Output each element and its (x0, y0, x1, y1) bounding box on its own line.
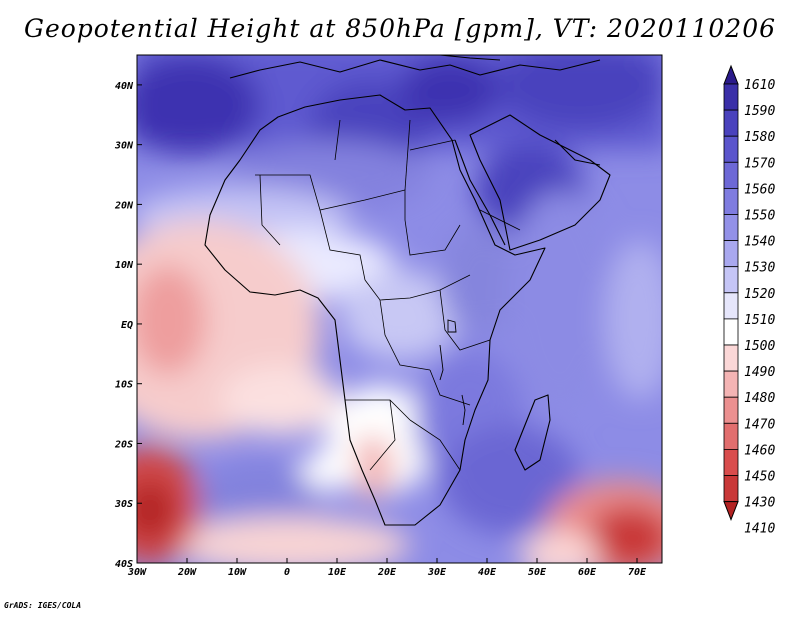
x-tick-label: 0 (284, 567, 290, 578)
colorbar-segment (723, 240, 739, 268)
x-axis: 30W 20W 10W 0 10E 20E 30E 40E 50E 60E 70E (127, 558, 647, 578)
colorbar-label: 1500 (744, 339, 775, 354)
colorbar: 1610 1590 1580 1570 1560 1550 1540 1530 1520 1510… (723, 64, 775, 537)
colorbar-label: 1460 (744, 443, 775, 458)
colorbar-label: 1610 (744, 78, 775, 93)
colorbar-segment (723, 135, 739, 163)
colorbar-segment (723, 83, 739, 111)
colorbar-label: 1530 (744, 261, 775, 276)
x-tick-label: 30E (427, 567, 447, 578)
colorbar-segment (723, 475, 739, 503)
y-tick-label: 10N (115, 260, 134, 271)
colorbar-segment (723, 266, 739, 294)
x-tick-label: 50E (528, 567, 547, 578)
colorbar-label: 1450 (744, 470, 775, 485)
colorbar-segment (723, 318, 739, 346)
colorbar-segment (723, 422, 739, 450)
colorbar-segment (723, 448, 739, 476)
colorbar-segment (723, 370, 739, 398)
colorbar-label: 1480 (744, 391, 775, 406)
y-tick-label: 20S (114, 439, 133, 450)
colorbar-label: 1410 (744, 522, 775, 537)
grads-credit: GrADS: IGES/COLA (4, 601, 82, 610)
colorbar-label: 1490 (744, 365, 775, 380)
colorbar-segment (723, 292, 739, 320)
colorbar-label: 1510 (744, 313, 775, 328)
colorbar-segment (723, 187, 739, 215)
y-axis: 40N 30N 20N 10N EQ 10S 20S 30S 40S (114, 81, 142, 570)
coastlines (204, 55, 611, 526)
colorbar-segment (723, 161, 739, 189)
colorbar-segment (723, 344, 739, 372)
y-tick-label: 20N (114, 200, 134, 211)
x-tick-label: 10E (328, 567, 347, 578)
map-title: Geopotential Height at 850hPa [gpm], VT:… (23, 14, 777, 43)
y-tick-label: 10S (115, 380, 133, 391)
colorbar-label: 1560 (744, 182, 775, 197)
colorbar-label: 1550 (744, 209, 775, 224)
colorbar-label: 1540 (744, 235, 775, 250)
colorbar-label: 1430 (744, 496, 775, 511)
x-tick-label: 60E (578, 567, 597, 578)
y-tick-label: EQ (121, 320, 133, 331)
geopotential-field (137, 55, 662, 563)
colorbar-label: 1580 (744, 130, 775, 145)
x-tick-label: 20E (377, 567, 397, 578)
x-tick-label: 30W (127, 567, 147, 578)
colorbar-top-arrow (723, 64, 739, 85)
lakes (439, 319, 466, 426)
country-borders (255, 119, 521, 471)
y-tick-label: 30N (114, 141, 134, 152)
colorbar-segment (723, 396, 739, 424)
y-tick-label: 40N (115, 81, 134, 92)
y-tick-label: 30S (114, 499, 133, 510)
colorbar-label: 1470 (744, 417, 775, 432)
colorbar-label: 1520 (744, 287, 775, 302)
colorbar-label: 1590 (744, 104, 775, 119)
colorbar-segment (723, 109, 739, 137)
x-tick-label: 40E (478, 567, 497, 578)
colorbar-label: 1570 (744, 156, 775, 171)
y-tick-label: 40S (115, 559, 133, 570)
plot-frame (136, 54, 663, 564)
colorbar-segment (723, 214, 739, 242)
x-tick-label: 10W (228, 567, 247, 578)
colorbar-bottom-arrow (723, 501, 739, 521)
x-tick-label: 70E (628, 567, 647, 578)
x-tick-label: 20W (177, 567, 197, 578)
